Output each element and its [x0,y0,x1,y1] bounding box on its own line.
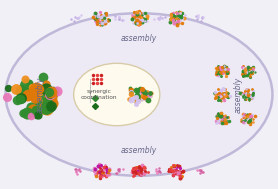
Text: assembly: assembly [233,76,242,113]
Text: assembly: assembly [36,76,45,113]
Ellipse shape [6,13,272,176]
Text: assembly: assembly [121,34,157,43]
Ellipse shape [74,63,160,126]
Text: assembly: assembly [121,146,157,155]
Text: synergic
coordination: synergic coordination [80,89,117,100]
